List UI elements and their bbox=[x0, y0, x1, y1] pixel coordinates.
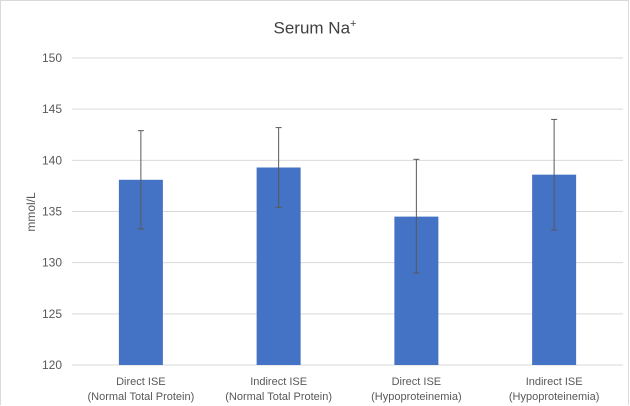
error-bars bbox=[137, 118, 558, 274]
x-tick-label: Direct ISE bbox=[392, 376, 442, 388]
x-tick-labels: Direct ISE (Normal Total Protein) Indirect… bbox=[87, 376, 599, 403]
x-tick-label: (Hypoproteinemia) bbox=[371, 391, 461, 403]
y-tick-label: 135 bbox=[42, 205, 62, 219]
x-tick-label: (Normal Total Protein) bbox=[225, 391, 332, 403]
y-tick-label: 145 bbox=[42, 102, 62, 116]
y-tick-label: 130 bbox=[42, 256, 62, 270]
y-tick-label: 140 bbox=[42, 153, 62, 167]
x-tick-label: Indirect ISE bbox=[250, 376, 307, 388]
x-tick-label: (Normal Total Protein) bbox=[87, 391, 194, 403]
y-tick-label: 120 bbox=[42, 358, 62, 372]
x-tick-label: (Hypoproteinemia) bbox=[509, 391, 599, 403]
y-tick-label: 125 bbox=[42, 307, 62, 321]
y-tick-labels: 120 125 130 135 140 145 150 bbox=[42, 51, 62, 372]
x-tick-label: Direct ISE bbox=[116, 376, 166, 388]
gridlines bbox=[72, 57, 623, 366]
y-tick-label: 150 bbox=[42, 51, 62, 65]
chart-title: Serum Na+ bbox=[0, 18, 630, 39]
bars bbox=[118, 167, 577, 365]
y-axis-label: mmol/L bbox=[24, 192, 38, 232]
chart-title-superscript: + bbox=[350, 18, 357, 30]
chart-title-text: Serum Na bbox=[273, 18, 351, 38]
x-tick-label: Indirect ISE bbox=[526, 376, 583, 388]
